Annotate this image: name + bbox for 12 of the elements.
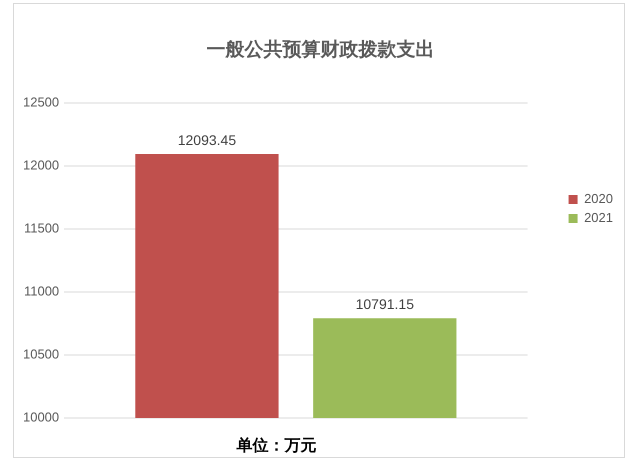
legend-label: 2021 [584, 210, 613, 226]
legend-label: 2020 [584, 191, 613, 206]
y-tick-label: 12000 [22, 157, 60, 172]
data-label: 12093.45 [178, 132, 236, 148]
y-tick-label: 11500 [24, 220, 60, 236]
y-tick-label: 10500 [22, 346, 60, 362]
y-tick-label: 10000 [22, 410, 60, 425]
text: 单位：万元 [235, 436, 316, 454]
chart-title: 一般公共预算财政拨款支出 [206, 38, 434, 61]
data-label: 10791.15 [356, 296, 414, 312]
y-tick-label: 11000 [24, 284, 60, 298]
y-tick-label: 12500 [22, 94, 60, 110]
